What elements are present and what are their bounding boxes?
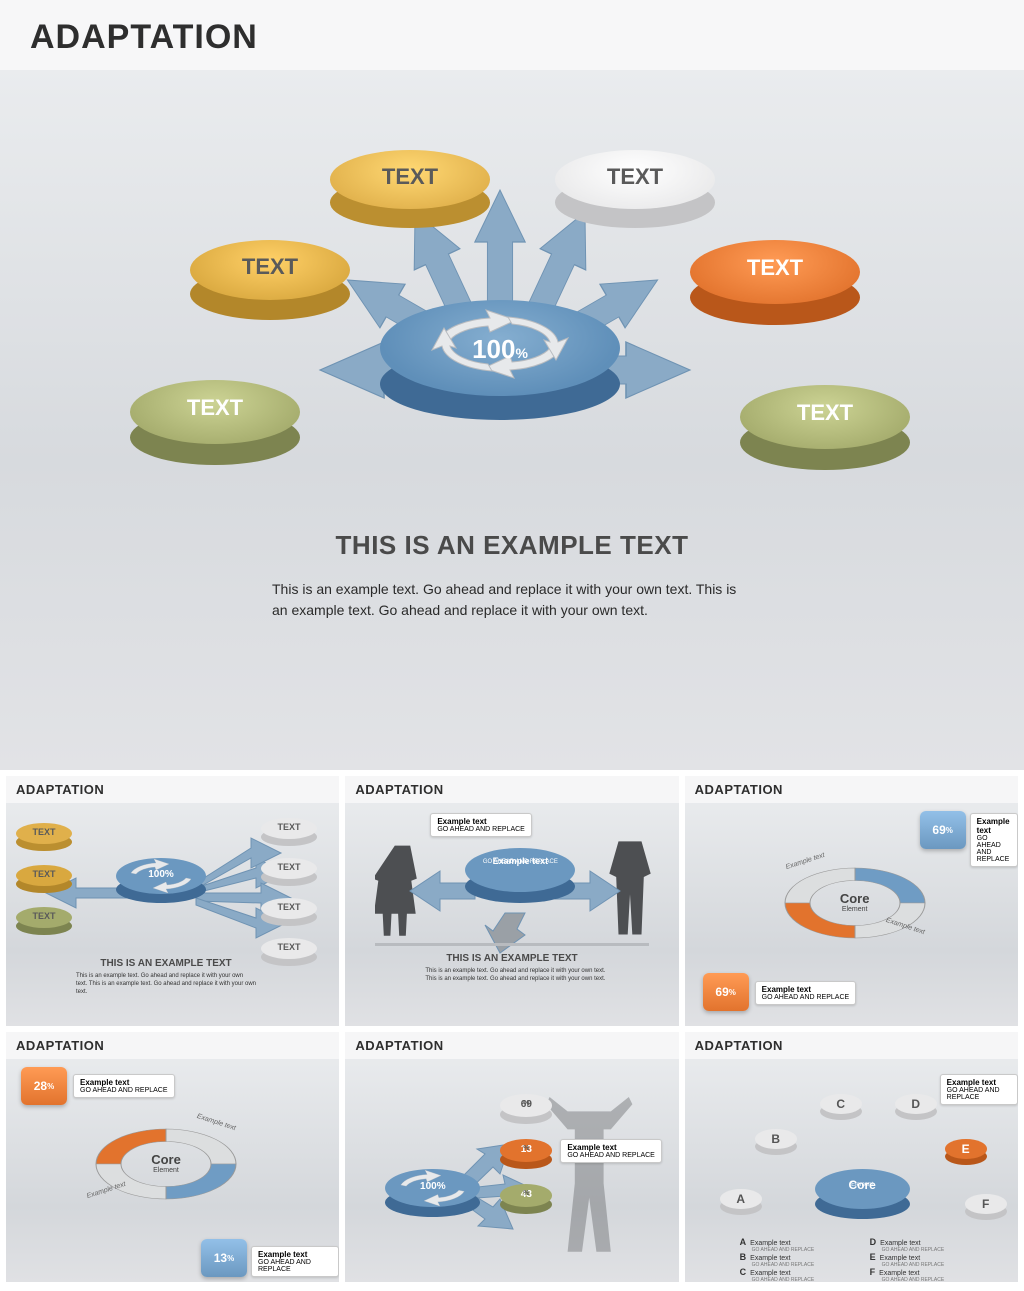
thumb-desc: This is an example text. Go ahead and re… <box>425 968 610 984</box>
pct-badge: 13% <box>201 1239 247 1277</box>
thumb-desc: This is an example text. Go ahead and re… <box>76 973 256 996</box>
thumb-3-body: CoreElement 69% 69% Example textGO AHEAD… <box>685 803 1018 1025</box>
core-label: CoreElement <box>825 891 885 913</box>
center-value-number: 100 <box>472 334 515 364</box>
letter-disc-E: E <box>945 1139 987 1165</box>
letter-disc-C: C <box>820 1094 862 1120</box>
mini-center: 100% <box>385 1169 480 1217</box>
pct-badge: 69% <box>703 973 749 1011</box>
center-value: 100% <box>380 334 620 365</box>
thumb-4-body: CoreElement 28% 13% Example textGO AHEAD… <box>6 1059 339 1281</box>
diagram-area: 100% TEXT TEXT TEXT TEXT TEXT TEXT <box>0 70 1024 500</box>
letter-disc-A: A <box>720 1189 762 1215</box>
thumb-1-title: ADAPTATION <box>6 776 339 803</box>
thumb-3-title: ADAPTATION <box>685 776 1018 803</box>
legend-row: EExample textGO AHEAD AND REPLACE <box>870 1252 945 1268</box>
thumb-5-title: ADAPTATION <box>345 1032 678 1059</box>
callout: Example textGO AHEAD AND REPLACE <box>251 1246 339 1277</box>
radial-node-2: TEXT <box>330 150 490 228</box>
mini-node: TEXT <box>261 898 317 926</box>
thumb-6-body: CoreElement A B C D E F Example textGO A… <box>685 1059 1018 1281</box>
center-value-pct: % <box>515 345 527 361</box>
core-label: CoreElement <box>136 1152 196 1174</box>
pct-badge: 28% <box>21 1067 67 1105</box>
thumb-5: ADAPTATION 100% 69% 13% 43% Example text… <box>345 1032 678 1282</box>
callout: Example textGO AHEAD AND REPLACE <box>73 1074 175 1098</box>
thumbnail-grid: ADAPTATION TEXT TEXT TEXT TEXT TEXT TEXT… <box>0 770 1024 1288</box>
main-slide: ADAPTATION <box>0 0 1024 770</box>
pct-node: 43% <box>500 1184 552 1214</box>
letter-disc-D: D <box>895 1094 937 1120</box>
letter-disc-F: F <box>965 1194 1007 1220</box>
callout: Example textGO AHEAD AND REPLACE <box>970 813 1018 867</box>
radial-node-5: TEXT <box>740 385 910 470</box>
legend-row: CExample textGO AHEAD AND REPLACE <box>740 1267 815 1282</box>
legend-row: AExample textGO AHEAD AND REPLACE <box>740 1237 815 1253</box>
thumb-sub: THIS IS AN EXAMPLE TEXT <box>76 958 256 969</box>
thumb-sub: THIS IS AN EXAMPLE TEXT <box>345 953 678 964</box>
thumb-5-body: 100% 69% 13% 43% Example textGO AHEAD AN… <box>345 1059 678 1281</box>
mini-node: TEXT <box>261 938 317 966</box>
pct-node: 69% <box>500 1094 552 1124</box>
radial-node-1: TEXT <box>190 240 350 320</box>
slide-description: This is an example text. Go ahead and re… <box>272 579 752 621</box>
pct-node: 13% <box>500 1139 552 1169</box>
pct-badge: 69% <box>920 811 966 849</box>
legend-row: FExample textGO AHEAD AND REPLACE <box>870 1267 945 1282</box>
slide-title: ADAPTATION <box>30 18 994 57</box>
legend-row: DExample textGO AHEAD AND REPLACE <box>870 1237 945 1253</box>
thumb-4-title: ADAPTATION <box>6 1032 339 1059</box>
mini-node: TEXT <box>16 865 72 893</box>
callout: Example textGO AHEAD AND REPLACE <box>755 981 857 1005</box>
letter-disc-B: B <box>755 1129 797 1155</box>
radial-node-0: TEXT <box>130 380 300 465</box>
center-hub: 100% <box>380 300 620 420</box>
callout: Example textGO AHEAD AND REPLACE <box>430 813 532 837</box>
radial-node-4: TEXT <box>690 240 860 325</box>
mini-center: CoreElement <box>815 1169 910 1219</box>
thumb-6: ADAPTATION CoreElement A B C D E F Examp… <box>685 1032 1018 1282</box>
slide-subtitle: THIS IS AN EXAMPLE TEXT <box>0 530 1024 561</box>
callout: Example textGO AHEAD AND REPLACE <box>560 1139 662 1163</box>
thumb-6-title: ADAPTATION <box>685 1032 1018 1059</box>
person-silhouette-icon <box>545 1079 655 1259</box>
mini-node: TEXT <box>261 818 317 846</box>
mini-center: 100% <box>116 858 206 903</box>
title-bar: ADAPTATION <box>0 0 1024 70</box>
thumb-2-title: ADAPTATION <box>345 776 678 803</box>
radial-node-3: TEXT <box>555 150 715 228</box>
thumb-3: ADAPTATION CoreElement 69% 69% Example t… <box>685 776 1018 1026</box>
mini-node: TEXT <box>261 858 317 886</box>
thumb-2-body: Example textGO AHEAD AND REPLACE Example… <box>345 803 678 1025</box>
callout: Example textGO AHEAD AND REPLACE <box>940 1074 1018 1105</box>
thumb-2: ADAPTATION Example textGO AHEAD AND REPL… <box>345 776 678 1026</box>
legend-row: BExample textGO AHEAD AND REPLACE <box>740 1252 815 1268</box>
thumb-1-body: TEXT TEXT TEXT TEXT TEXT TEXT TEXT 100% … <box>6 803 339 1025</box>
thumb-1: ADAPTATION TEXT TEXT TEXT TEXT TEXT TEXT… <box>6 776 339 1026</box>
mini-center: Example textGO AHEAD AND REPLACE <box>465 848 575 903</box>
thumb-4: ADAPTATION CoreElement 28% 13% Example t… <box>6 1032 339 1282</box>
mini-node: TEXT <box>16 823 72 851</box>
mini-node: TEXT <box>16 907 72 935</box>
